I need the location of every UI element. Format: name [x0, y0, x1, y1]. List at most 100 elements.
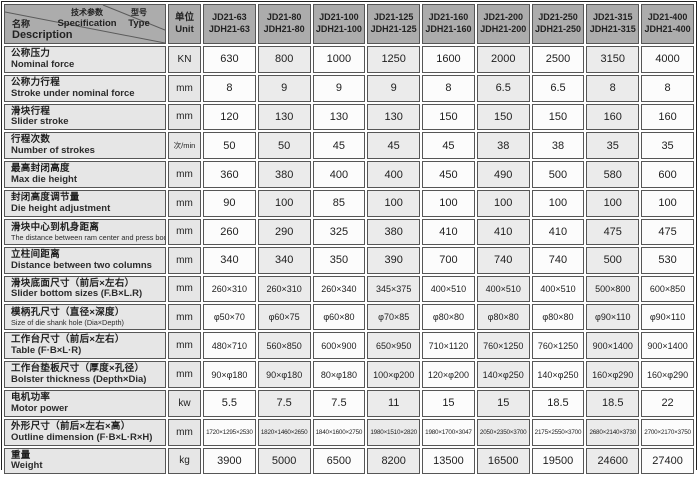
value-cell: 45: [422, 132, 475, 160]
unit-en: Unit: [175, 24, 194, 36]
value-cell: 35: [641, 132, 694, 160]
value-cell: 3900: [203, 447, 256, 475]
value-cell: 325: [312, 218, 366, 245]
model-header-jd21-100: JD21-100 JDH21-100: [312, 4, 366, 44]
value-cell: 1250: [367, 46, 421, 73]
value-cell: 2680×2140×3730: [586, 418, 640, 446]
value-cell: 345×375: [367, 275, 421, 303]
value-cell: 9: [312, 74, 366, 102]
spec-row: 模柄孔尺寸（直径×深度） Size of die shank hole (Dia×…: [4, 304, 694, 331]
value-cell: 100: [367, 189, 421, 217]
value-cell: 1600: [422, 46, 475, 73]
value-cell: 260×340: [312, 275, 366, 303]
row-label-en: Bolster thickness (Depth×Dia): [11, 374, 147, 386]
value-cell: 480×710: [203, 332, 256, 360]
value-cell: 100: [641, 189, 694, 217]
value-cell: 16500: [476, 447, 530, 475]
value-cell: 475: [586, 218, 640, 245]
value-cell: 7.5: [312, 389, 366, 417]
value-cell: 35: [586, 132, 640, 160]
value-cell: 2000: [476, 46, 530, 73]
row-label-en: Number of strokes: [11, 145, 95, 157]
value-cell: 400×510: [476, 275, 530, 303]
diagonal-divider-lines: [5, 5, 165, 43]
corner-cell: 技术参数 Specification 型号 Type 名称 Descriptio…: [4, 4, 166, 44]
value-cell: 560×850: [257, 332, 311, 360]
row-label-en: Die height adjustment: [11, 202, 111, 214]
row-label: 工作台垫板尺寸（厚度×孔径） Bolster thickness (Depth×D…: [4, 361, 166, 388]
row-label-en: Max die height: [11, 174, 77, 186]
row-label-zh: 外形尺寸（前后×左右×高）: [11, 420, 131, 432]
row-label-en: Outline dimension (F·B×L·R×H): [11, 431, 153, 443]
value-cell: 160: [641, 103, 694, 131]
row-label: 滑块行程 Slider stroke: [4, 103, 166, 131]
unit-cell: mm: [168, 74, 201, 102]
value-cell: φ80×80: [476, 304, 530, 331]
value-cell: 760×1250: [476, 332, 530, 360]
model-line1: JD21-400: [647, 12, 688, 23]
value-cell: 290: [257, 218, 311, 245]
row-label-en: Slider stroke: [11, 116, 69, 128]
spec-row: 工作台垫板尺寸（厚度×孔径） Bolster thickness (Depth×D…: [4, 361, 694, 388]
unit-cell: mm: [168, 103, 201, 131]
header-row: 技术参数 Specification 型号 Type 名称 Descriptio…: [4, 4, 694, 44]
value-cell: 18.5: [586, 389, 640, 417]
value-cell: 490: [476, 161, 530, 188]
spec-row: 公称力行程 Stroke under nominal force mm 8 9 9 9 8 6.…: [4, 74, 694, 102]
value-cell: φ80×80: [531, 304, 585, 331]
unit-cell: mm: [168, 361, 201, 388]
value-cell: 630: [203, 46, 256, 73]
model-line1: JD21-125: [373, 12, 414, 23]
value-cell: 100: [586, 189, 640, 217]
model-header-jd21-160: JD21-160 JDH21-160: [422, 4, 475, 44]
value-cell: 140×φ250: [476, 361, 530, 388]
unit-cell: mm: [168, 161, 201, 188]
spec-row: 外形尺寸（前后×左右×高） Outline dimension (F·B×L·R×…: [4, 418, 694, 446]
value-cell: 80×φ180: [312, 361, 366, 388]
value-cell: 130: [257, 103, 311, 131]
value-cell: 900×1400: [641, 332, 694, 360]
value-cell: 1980×1700×3047: [422, 418, 475, 446]
row-label-en: Motor power: [11, 402, 68, 414]
corner-description-label: 名称 Description: [12, 19, 73, 41]
model-line1: JD21-160: [428, 12, 469, 23]
value-cell: 100: [422, 189, 475, 217]
value-cell: 6.5: [476, 74, 530, 102]
value-cell: 130: [312, 103, 366, 131]
value-cell: 45: [367, 132, 421, 160]
unit-cell: mm: [168, 332, 201, 360]
row-label-en: Weight: [11, 460, 43, 472]
row-label-zh: 工作台尺寸（前后×左右）: [11, 334, 125, 346]
row-label: 最高封闭高度 Max die height: [4, 161, 166, 188]
unit-cell: mm: [168, 246, 201, 274]
value-cell: 90×φ180: [257, 361, 311, 388]
spec-row: 行程次数 Number of strokes 次/min 50 50 45 45 45 38 38…: [4, 132, 694, 160]
value-cell: 5.5: [203, 389, 256, 417]
spec-row: 最高封闭高度 Max die height mm 360 380 400 400 450 490…: [4, 161, 694, 188]
type-zh: 型号: [131, 8, 147, 17]
unit-cell: kg: [168, 447, 201, 475]
value-cell: 27400: [641, 447, 694, 475]
unit-header: 单位 Unit: [168, 4, 201, 44]
value-cell: 8: [422, 74, 475, 102]
value-cell: 100: [531, 189, 585, 217]
row-label: 公称压力 Nominal force: [4, 46, 166, 73]
row-label: 封闭高度调节量 Die height adjustment: [4, 189, 166, 217]
unit-cell: kw: [168, 389, 201, 417]
value-cell: 15: [476, 389, 530, 417]
spec-en: Specification: [57, 17, 117, 29]
model-line2: JDH21-250: [534, 24, 581, 34]
value-cell: 530: [641, 246, 694, 274]
value-cell: 1980×1510×2820: [367, 418, 421, 446]
value-cell: 120: [203, 103, 256, 131]
row-label-en: Size of die shank hole (Dia×Depth): [11, 318, 124, 328]
unit-cell: 次/min: [168, 132, 201, 160]
row-label-zh: 立柱间距离: [11, 248, 61, 260]
row-label: 滑块中心到机身距离 The distance between ram center…: [4, 218, 166, 245]
row-label-zh: 最高封闭高度: [11, 163, 70, 175]
value-cell: 150: [422, 103, 475, 131]
spec-row: 滑块底面尺寸（前后×左右） Slider bottom sizes (F.B×L.…: [4, 275, 694, 303]
model-header-jd21-80: JD21-80 JDH21-80: [257, 4, 311, 44]
value-cell: 740: [476, 246, 530, 274]
